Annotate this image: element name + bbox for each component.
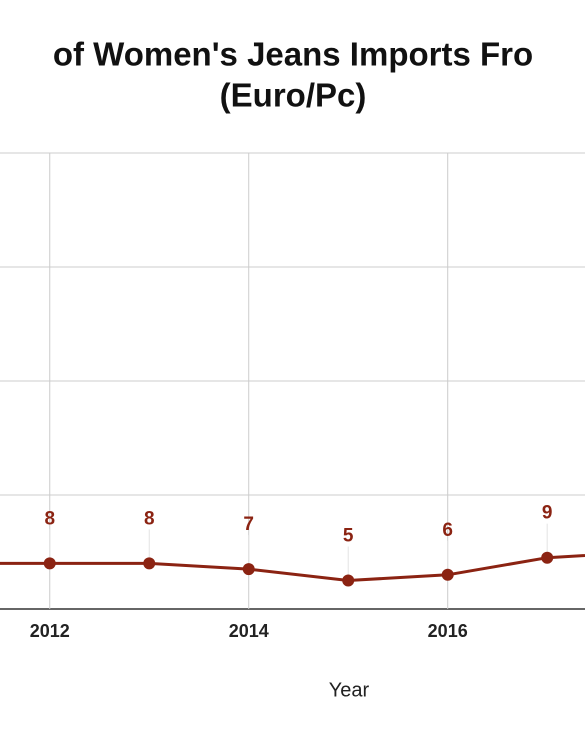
data-label: 6 — [442, 520, 453, 541]
x-tick-label: 2016 — [428, 621, 468, 641]
data-label: 5 — [343, 526, 354, 547]
point — [342, 574, 355, 587]
data-label: 9 — [542, 503, 553, 524]
chart-title: (Euro/Pc) — [220, 77, 367, 114]
point — [242, 563, 255, 576]
point — [541, 551, 554, 564]
point — [43, 557, 56, 570]
data-label: 8 — [44, 508, 55, 529]
x-axis-label: Year — [329, 679, 370, 701]
x-tick-label: 2014 — [229, 621, 269, 641]
data-label: 7 — [243, 514, 254, 535]
point — [143, 557, 156, 570]
data-label: 8 — [144, 508, 155, 529]
x-tick-label: 2012 — [30, 621, 70, 641]
point — [441, 568, 454, 581]
chart-title: of Women's Jeans Imports Fro — [53, 36, 533, 73]
line — [0, 554, 585, 583]
